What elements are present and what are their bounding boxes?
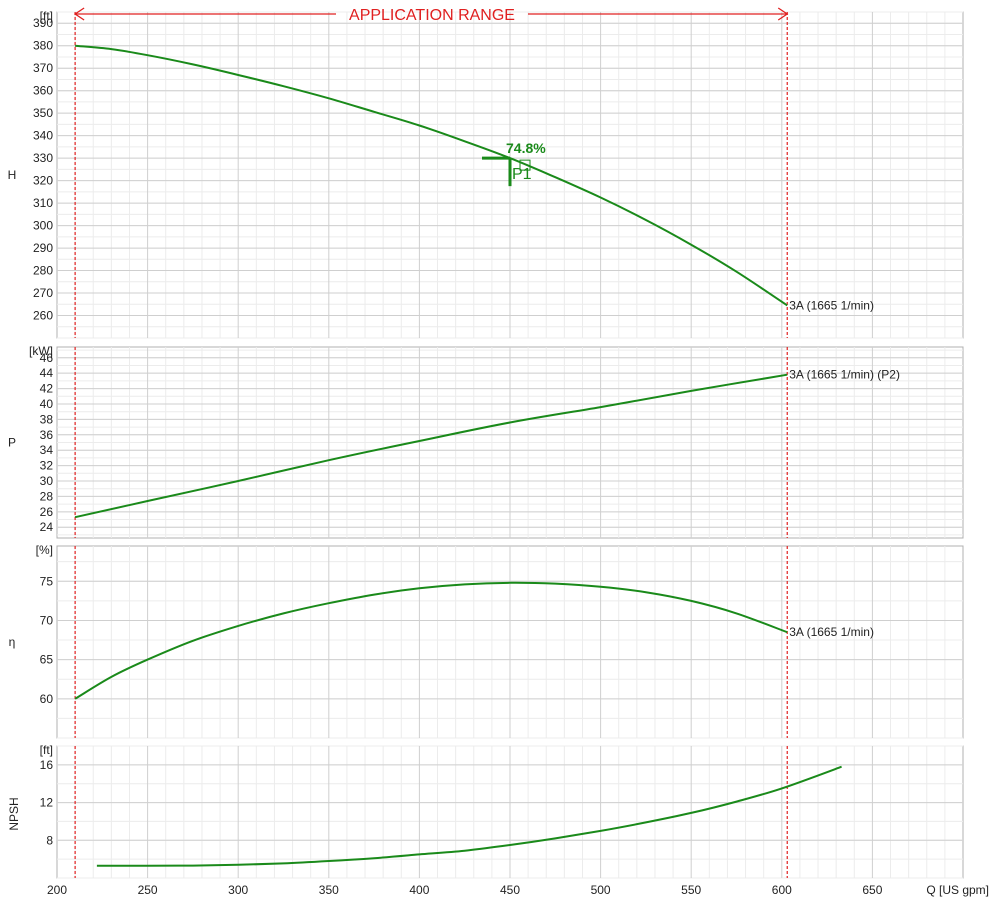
head-y-tick-label: 340 — [33, 129, 53, 143]
head-y-tick-label: 290 — [33, 241, 53, 255]
head-panel: 260 270 280 290 300 310 320 330 340 350 360 370 380 3… — [8, 9, 964, 339]
efficiency-y-tick-label: 75 — [40, 574, 54, 588]
power-y-tick-label: 44 — [40, 366, 54, 380]
power-y-tick-label: 32 — [40, 459, 54, 473]
power-y-tick-label: 34 — [40, 443, 54, 457]
operating-point-box — [519, 159, 531, 171]
power-y-tick-label: 30 — [40, 474, 54, 488]
operating-point-name: P1 — [512, 166, 532, 183]
efficiency-axis-title: η — [9, 635, 16, 649]
power-curve — [74, 373, 788, 519]
head-y-tick-label: 360 — [33, 84, 53, 98]
npsh-y-tick-label: 16 — [40, 758, 54, 772]
power-axis-title: P — [8, 436, 16, 450]
npsh-panel: 8 12 16[ft] NPSH — [7, 743, 964, 879]
x-tick-label: 200 — [47, 883, 67, 897]
application-range-label: APPLICATION RANGE — [349, 7, 515, 24]
head-unit-label: [ft] — [40, 9, 53, 23]
head-y-tick-label: 320 — [33, 174, 53, 188]
x-tick-label: 300 — [228, 883, 248, 897]
power-y-tick-label: 38 — [40, 412, 54, 426]
npsh-unit-label: [ft] — [40, 743, 53, 757]
power-curve-label: 3A (1665 1/min) (P2) — [789, 368, 900, 382]
power-y-tick-label: 46 — [40, 351, 54, 365]
x-tick-label: 500 — [591, 883, 611, 897]
head-y-tick-label: 300 — [33, 219, 53, 233]
application-range-arrowhead-left — [73, 7, 85, 21]
power-y-tick-label: 24 — [40, 520, 54, 534]
head-axis-title: H — [8, 168, 17, 182]
head-y-tick-label: 330 — [33, 151, 53, 165]
operating-point-efficiency: 74.8% — [506, 140, 546, 156]
chart-panels: 260 270 280 290 300 310 320 330 340 350 360 370 380 3… — [7, 9, 964, 879]
power-unit-label: [kW] — [29, 344, 53, 358]
power-y-tick-label: 26 — [40, 505, 54, 519]
power-y-tick-label: 40 — [40, 397, 54, 411]
efficiency-unit-label: [%] — [36, 543, 53, 557]
efficiency-curve — [74, 581, 788, 700]
power-y-tick-label: 36 — [40, 428, 54, 442]
head-y-tick-label: 380 — [33, 39, 53, 53]
head-y-tick-label: 270 — [33, 286, 53, 300]
x-axis-title: Q [US gpm] — [926, 883, 989, 897]
head-y-tick-label: 260 — [33, 309, 53, 323]
x-tick-label: 250 — [138, 883, 158, 897]
x-axis: Q [US gpm] 200 250 300 350 400 450 500 550 600 65… — [47, 883, 989, 897]
x-tick-label: 600 — [772, 883, 792, 897]
npsh-y-tick-label: 12 — [40, 796, 54, 810]
x-tick-label: 350 — [319, 883, 339, 897]
head-curve-label: 3A (1665 1/min) — [789, 298, 874, 312]
npsh-y-tick-label: 8 — [46, 833, 53, 847]
x-tick-label: 450 — [500, 883, 520, 897]
efficiency-curve-label: 3A (1665 1/min) — [789, 625, 874, 639]
operating-point: 74.8% P1 — [482, 140, 546, 187]
head-curve — [75, 44, 788, 307]
efficiency-y-tick-label: 60 — [40, 692, 54, 706]
head-y-tick-label: 370 — [33, 61, 53, 75]
power-y-tick-label: 28 — [40, 489, 54, 503]
power-y-tick-label: 42 — [40, 382, 54, 396]
efficiency-y-tick-label: 65 — [40, 653, 54, 667]
application-range: APPLICATION RANGE — [73, 7, 789, 24]
efficiency-panel: 60 65 70 75 [%] η 3A (1665 1/min) — [9, 543, 964, 739]
x-tick-label: 650 — [862, 883, 882, 897]
efficiency-y-tick-label: 70 — [40, 613, 54, 627]
npsh-curve — [96, 765, 842, 867]
npsh-axis-title: NPSH — [7, 797, 21, 830]
head-y-tick-label: 280 — [33, 264, 53, 278]
application-range-arrowhead-right — [777, 7, 789, 21]
head-y-tick-label: 310 — [33, 196, 53, 210]
head-y-tick-label: 390 — [33, 16, 53, 30]
head-y-tick-label: 350 — [33, 106, 53, 120]
x-tick-label: 550 — [681, 883, 701, 897]
x-tick-label: 400 — [409, 883, 429, 897]
